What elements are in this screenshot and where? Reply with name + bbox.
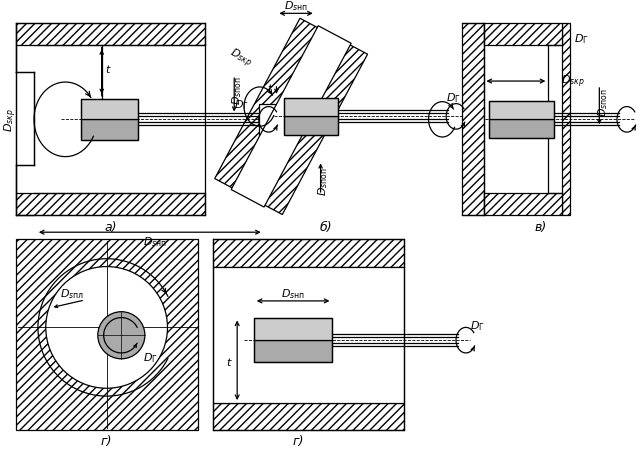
Text: $D_{s\text{нп}}$: $D_{s\text{нп}}$: [284, 0, 308, 13]
Bar: [254, 318, 332, 362]
Bar: [81, 100, 138, 120]
Bar: [258, 104, 278, 136]
Bar: [254, 340, 332, 362]
Polygon shape: [231, 27, 351, 207]
Bar: [562, 24, 570, 215]
Bar: [284, 99, 338, 117]
Text: $D_{s\kappa p}$: $D_{s\kappa p}$: [226, 46, 255, 71]
Bar: [16, 239, 198, 430]
Text: $t$: $t$: [267, 82, 274, 94]
Text: б): б): [319, 220, 332, 233]
Text: $D_{s\kappa p}$: $D_{s\kappa p}$: [2, 108, 19, 132]
Bar: [213, 267, 404, 403]
Circle shape: [46, 267, 167, 389]
Text: $D_{s\text{поп}}$: $D_{s\text{поп}}$: [596, 88, 610, 117]
Text: г): г): [101, 434, 113, 447]
Text: $t$: $t$: [105, 63, 112, 75]
Text: $D_\Gamma$: $D_\Gamma$: [470, 319, 485, 333]
Text: $D_{s\text{пл}}$: $D_{s\text{пл}}$: [60, 287, 84, 300]
Bar: [284, 99, 338, 136]
Bar: [462, 24, 484, 215]
Bar: [16, 193, 204, 215]
Bar: [81, 100, 138, 141]
Bar: [16, 24, 204, 46]
Text: $D_\Gamma$: $D_\Gamma$: [574, 32, 589, 46]
Text: $D_\Gamma$: $D_\Gamma$: [446, 91, 460, 105]
Text: г): г): [293, 434, 303, 447]
Bar: [489, 101, 554, 120]
Text: в): в): [534, 220, 547, 233]
Text: $D_\Gamma$: $D_\Gamma$: [233, 97, 248, 111]
Text: $D_{s\text{поп}}$: $D_{s\text{поп}}$: [230, 76, 244, 105]
Bar: [81, 120, 138, 141]
Text: $D_{s\text{нп}}$: $D_{s\text{нп}}$: [143, 235, 167, 248]
Text: $D_{s\text{нп}}$: $D_{s\text{нп}}$: [281, 287, 305, 300]
Bar: [213, 239, 404, 267]
Bar: [484, 24, 562, 46]
Text: $D_\Gamma$: $D_\Gamma$: [143, 350, 158, 364]
Bar: [484, 193, 562, 215]
Bar: [284, 117, 338, 136]
Text: $D_{s\kappa p}$: $D_{s\kappa p}$: [561, 74, 584, 90]
Bar: [254, 318, 332, 340]
Bar: [489, 120, 554, 139]
Bar: [213, 403, 404, 430]
Text: $t$: $t$: [226, 355, 233, 367]
Text: $D_{s\text{поп}}$: $D_{s\text{поп}}$: [316, 167, 331, 195]
Circle shape: [98, 312, 145, 359]
Polygon shape: [215, 19, 368, 215]
Bar: [489, 101, 554, 139]
Text: а): а): [104, 220, 117, 233]
